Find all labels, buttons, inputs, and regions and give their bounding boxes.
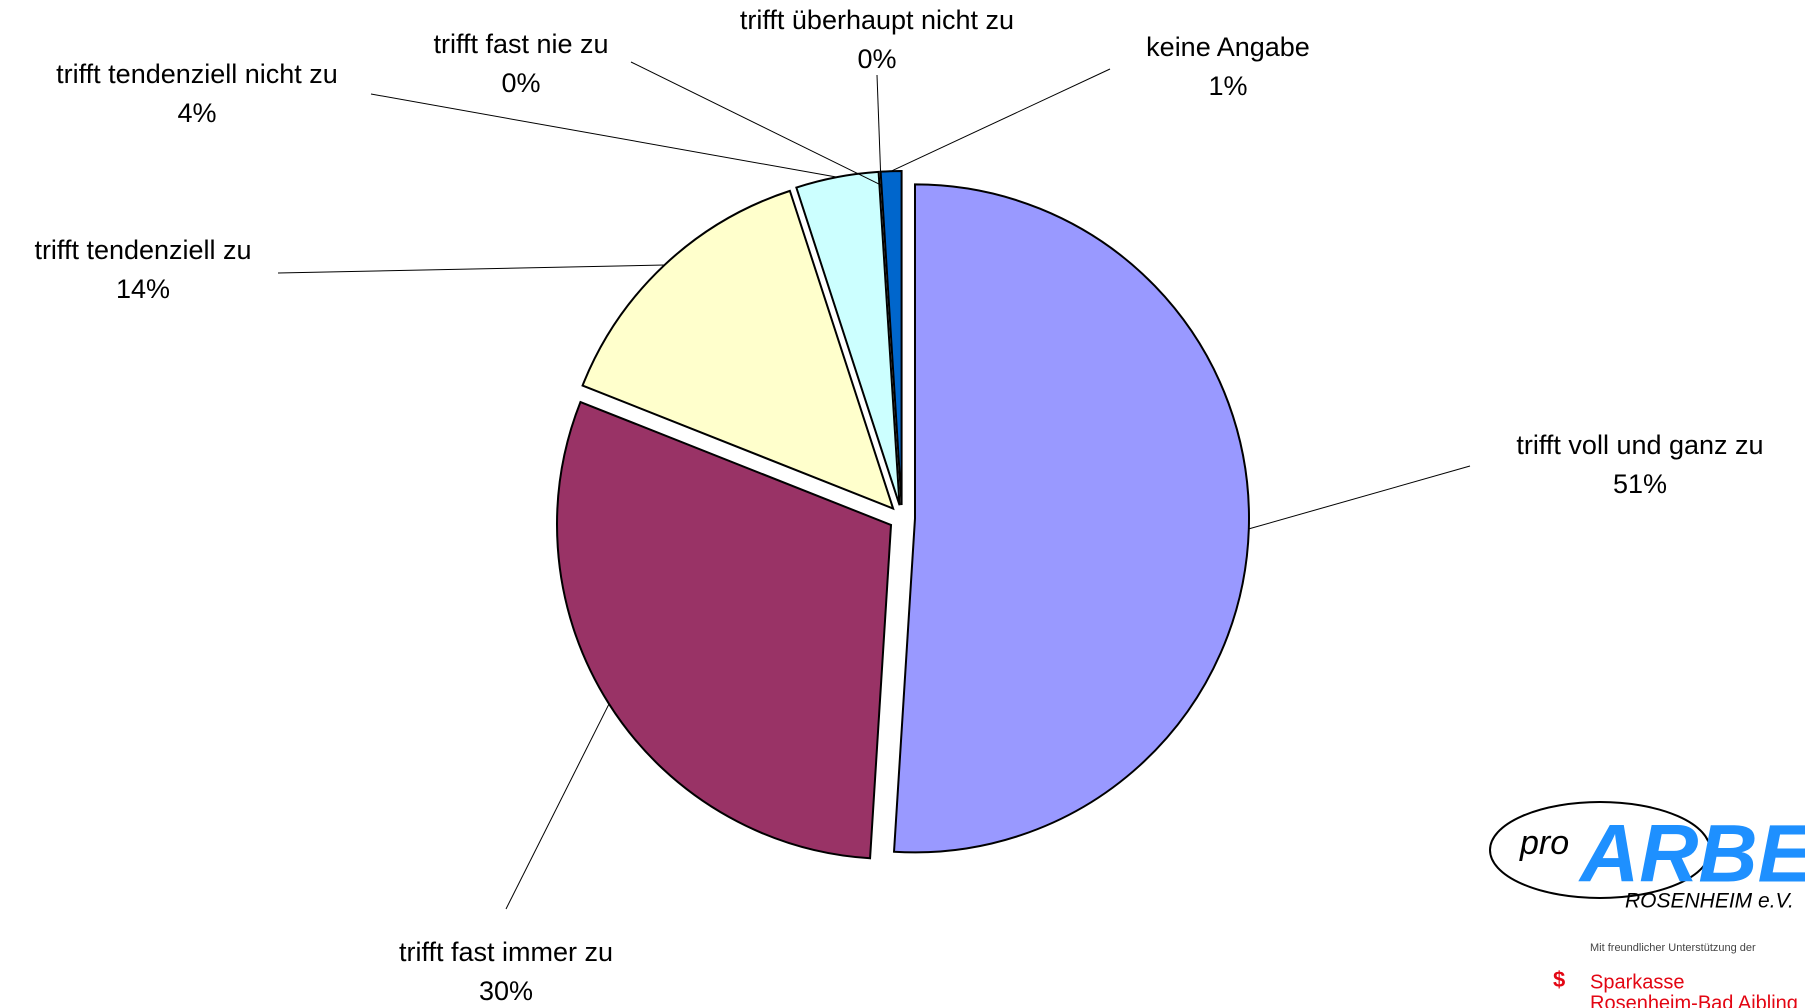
leader-line: [1248, 465, 1471, 530]
logo-name: ARBEIT: [1578, 809, 1805, 900]
logo-bank-place: Rosenheim-Bad Aibling: [1590, 992, 1798, 1008]
slice-label: trifft fast immer zu: [399, 937, 613, 967]
leader-line: [630, 61, 882, 186]
leader-line: [370, 93, 838, 178]
slice-value-label: 30%: [479, 976, 533, 1006]
logo-s: $: [1553, 967, 1565, 992]
logo-support: Mit freundlicher Unterstützung der: [1590, 942, 1756, 954]
slice-label: keine Angabe: [1146, 32, 1310, 62]
slice-label: trifft tendenziell zu: [34, 235, 251, 265]
leader-line: [876, 74, 882, 186]
slice-label: trifft fast nie zu: [433, 29, 608, 59]
slice-value-label: 51%: [1613, 469, 1667, 499]
pie-slice: [892, 183, 1250, 854]
slice-value-label: 4%: [177, 98, 216, 128]
pie-slice: [581, 189, 895, 511]
logo-place: ROSENHEIM e.V.: [1625, 890, 1794, 913]
logo-pro: pro: [1519, 824, 1569, 862]
leader-line: [277, 264, 665, 274]
logo-bank: Sparkasse: [1590, 971, 1685, 993]
slice-label: trifft voll und ganz zu: [1516, 430, 1763, 460]
leader-line: [890, 68, 1111, 172]
slice-value-label: 1%: [1208, 71, 1247, 101]
slice-label: trifft tendenziell nicht zu: [56, 59, 338, 89]
slice-value-label: 14%: [116, 274, 170, 304]
slice-label: trifft überhaupt nicht zu: [740, 5, 1014, 35]
slice-value-label: 0%: [857, 44, 896, 74]
logo: pro ARBEIT ROSENHEIM e.V. Mit freundlich…: [1489, 801, 1805, 1008]
logo-ring: [1489, 801, 1711, 899]
slice-value-label: 0%: [501, 68, 540, 98]
leader-line: [505, 703, 610, 910]
